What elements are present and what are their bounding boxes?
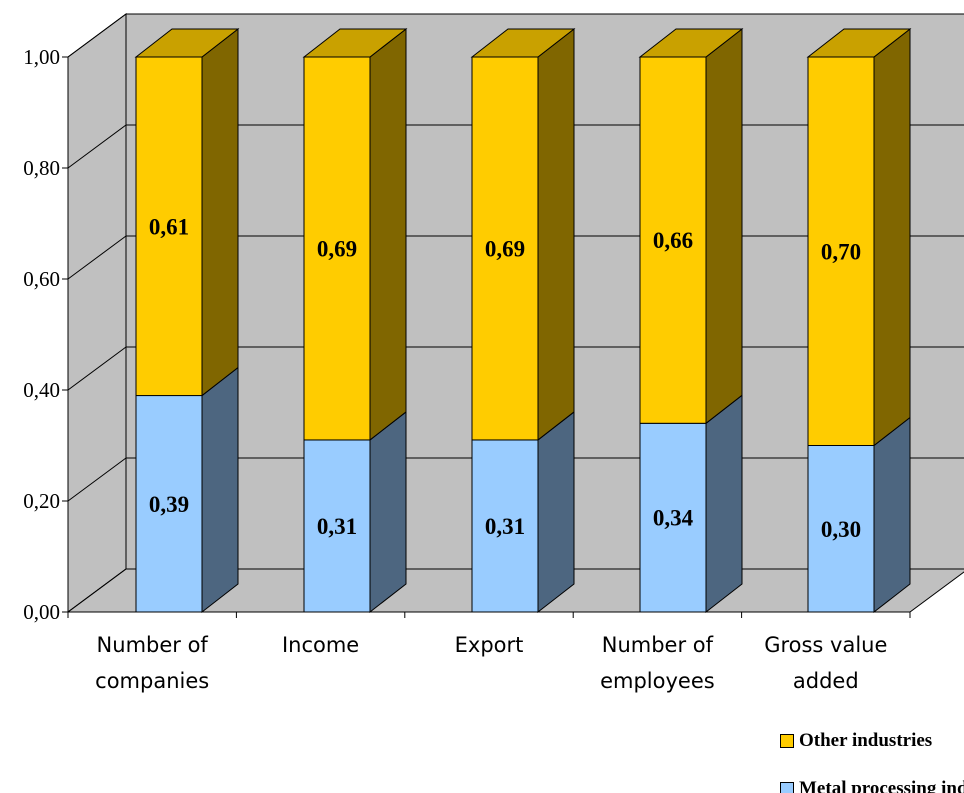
bar-front <box>807 56 875 446</box>
x-tick-label: Number of <box>97 633 209 657</box>
data-label: 0,70 <box>821 239 861 264</box>
data-label: 0,31 <box>485 514 525 539</box>
bar-front <box>639 422 707 613</box>
data-label: 0,69 <box>485 236 525 261</box>
bar-front <box>471 56 539 441</box>
legend-item-other-industries: Other industries <box>780 730 932 752</box>
y-tick-label: 0,80 <box>23 156 60 180</box>
bar-side <box>201 27 239 397</box>
bar-side <box>537 410 575 614</box>
legend-swatch-metal-processing <box>780 782 794 793</box>
y-tick-label: 0,60 <box>23 267 60 291</box>
side-wall <box>67 13 127 613</box>
legend-label-metal-processing: Metal processing industry <box>799 778 964 793</box>
gridline-side <box>67 124 127 169</box>
bar-top <box>134 28 240 58</box>
data-label: 0,39 <box>149 492 189 517</box>
legend-label-other-industries: Other industries <box>799 730 933 751</box>
gridline-side <box>67 13 127 58</box>
bar-side <box>873 27 911 447</box>
bar-top <box>806 28 912 58</box>
y-tick-label: 1,00 <box>23 45 60 69</box>
x-tick-label: companies <box>95 669 209 693</box>
x-tick-label: Income <box>282 633 359 657</box>
bar-front <box>807 445 875 613</box>
legend-item-metal-processing: Metal processing industry <box>780 778 964 793</box>
gridline-side <box>67 346 127 391</box>
y-tick-label: 0,00 <box>23 600 60 624</box>
x-tick-label: added <box>793 669 859 693</box>
bar-side <box>369 27 407 441</box>
bar-side <box>201 366 239 614</box>
gridline-side <box>67 457 127 502</box>
bar-side <box>705 27 743 425</box>
bar-front <box>303 439 371 613</box>
y-tick-label: 0,20 <box>23 489 60 513</box>
bar-front <box>303 56 371 441</box>
data-label: 0,69 <box>317 236 357 261</box>
data-label: 0,30 <box>821 517 861 542</box>
bar-side <box>873 416 911 614</box>
x-tick-label: Number of <box>602 633 714 657</box>
x-tick-label: Export <box>455 633 524 657</box>
bar-front <box>135 395 203 613</box>
data-label: 0,61 <box>149 214 189 239</box>
data-label: 0,31 <box>317 514 357 539</box>
gridline-side <box>67 568 127 613</box>
y-tick-label: 0,40 <box>23 378 60 402</box>
bar-side <box>537 27 575 441</box>
bar-front <box>471 439 539 613</box>
bar-side <box>705 394 743 614</box>
legend-swatch-other-industries <box>780 734 794 748</box>
bar-side <box>369 410 407 614</box>
bar-top <box>470 28 576 58</box>
x-tick-label: Gross value <box>764 633 887 657</box>
bar-top <box>638 28 744 58</box>
gridline-side <box>67 235 127 280</box>
data-label: 0,66 <box>653 228 693 253</box>
data-label: 0,34 <box>653 506 694 531</box>
bar-top <box>302 28 408 58</box>
x-tick-label: employees <box>600 669 715 693</box>
